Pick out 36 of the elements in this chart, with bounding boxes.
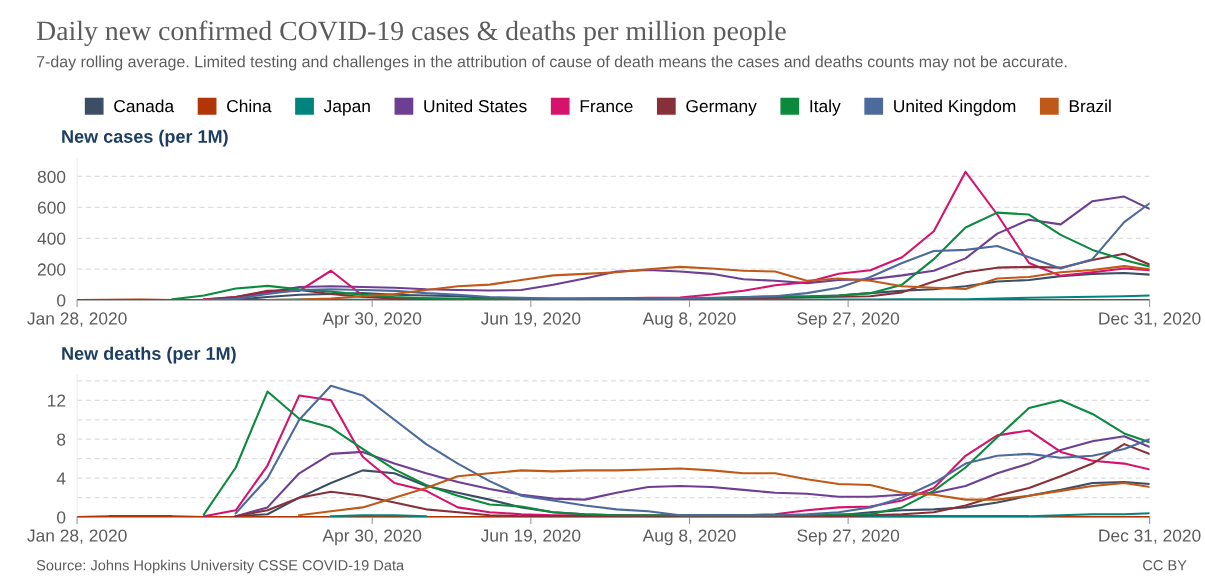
y-axis-title: New deaths (per 1M) bbox=[62, 346, 236, 364]
x-tick-label: Aug 8, 2020 bbox=[642, 529, 736, 546]
y-tick-label: 8 bbox=[57, 433, 66, 446]
x-tick-label: Jun 19, 2020 bbox=[480, 312, 581, 327]
y-tick-label: 600 bbox=[37, 201, 66, 214]
y-axis-title: New cases (per 1M) bbox=[62, 129, 228, 147]
legend-label: Italy bbox=[810, 99, 841, 116]
y-tick-label: 200 bbox=[37, 263, 66, 276]
chart-title: Daily new confirmed COVID-19 cases & deaths per million people bbox=[36, 20, 786, 47]
legend-label: Germany bbox=[686, 99, 757, 116]
legend-label: Japan bbox=[323, 100, 370, 116]
x-tick-label: Apr 30, 2020 bbox=[322, 529, 422, 546]
x-tick-label: Dec 31, 2020 bbox=[1099, 312, 1201, 327]
y-tick-label: 4 bbox=[56, 472, 66, 485]
x-tick-label: Jan 28, 2020 bbox=[27, 529, 127, 544]
y-tick-label: 400 bbox=[37, 232, 66, 245]
x-tick-label: Sep 27, 2020 bbox=[797, 312, 900, 329]
x-tick-label: Apr 30, 2020 bbox=[322, 312, 422, 329]
legend-label: China bbox=[227, 99, 272, 113]
legend-label: United Kingdom bbox=[894, 99, 1016, 116]
x-tick-label: Dec 31, 2020 bbox=[1099, 529, 1201, 544]
legend-label: United States bbox=[424, 99, 527, 113]
y-tick-label: 0 bbox=[57, 294, 66, 307]
source-note: Source: Johns Hopkins University CSSE COVID-19 Data bbox=[36, 559, 405, 574]
y-tick-label: 0 bbox=[57, 511, 66, 524]
legend-label: Brazil bbox=[1069, 99, 1111, 113]
x-tick-label: Jun 19, 2020 bbox=[480, 529, 581, 544]
text: CC BY bbox=[1143, 560, 1187, 571]
legend-label: France bbox=[580, 100, 633, 113]
y-tick-label: 800 bbox=[37, 170, 66, 183]
x-tick-label: Aug 8, 2020 bbox=[642, 312, 736, 329]
x-tick-label: Sep 27, 2020 bbox=[797, 529, 900, 546]
legend-label: Canada bbox=[114, 99, 175, 113]
chart-subtitle: 7-day rolling average. Limited testing and challenges in the attribution of cause of death means the cases and deaths counts may not be accurate. bbox=[36, 55, 1067, 71]
y-tick-label: 12 bbox=[48, 394, 66, 407]
x-tick-label: Jan 28, 2020 bbox=[27, 312, 127, 327]
